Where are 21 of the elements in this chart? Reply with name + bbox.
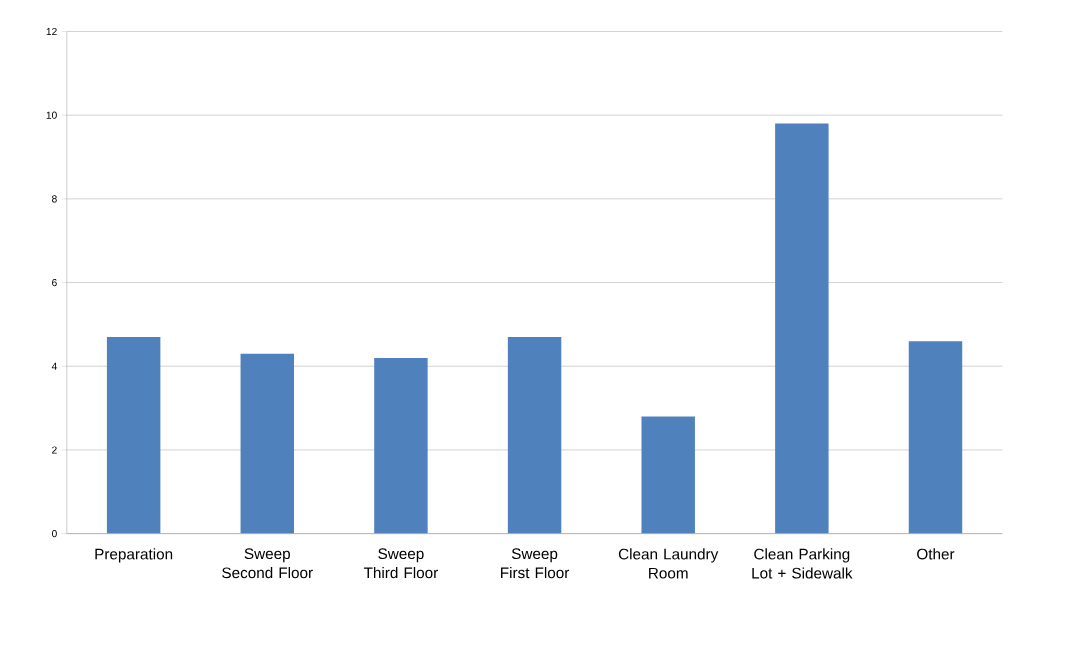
bar [775, 123, 829, 534]
y-tick-label: 4 [51, 362, 57, 370]
bar [240, 353, 295, 534]
y-tick-label: 2 [52, 446, 57, 454]
x-tick-label: Sweep Second Floor [222, 548, 313, 578]
y-tick-label: 6 [52, 278, 57, 286]
x-tick-label: Sweep First Floor [501, 548, 570, 578]
y-tick-label: 8 [52, 195, 57, 203]
bar [641, 416, 695, 534]
bar [374, 357, 428, 534]
y-tick-label: 10 [46, 111, 57, 119]
bar [507, 336, 562, 534]
x-tick-label: Other [917, 548, 955, 560]
x-tick-label: Clean Laundry Room [618, 548, 719, 579]
y-tick-label: 12 [46, 27, 57, 35]
bar [908, 340, 963, 534]
x-tick-label: Sweep Third Floor [363, 548, 438, 578]
x-tick-label: Preparation [95, 548, 173, 563]
bar [106, 336, 161, 534]
x-tick-label: Clean Parking Lot + Sidewalk [752, 548, 853, 579]
y-tick-label: 0 [51, 529, 57, 537]
